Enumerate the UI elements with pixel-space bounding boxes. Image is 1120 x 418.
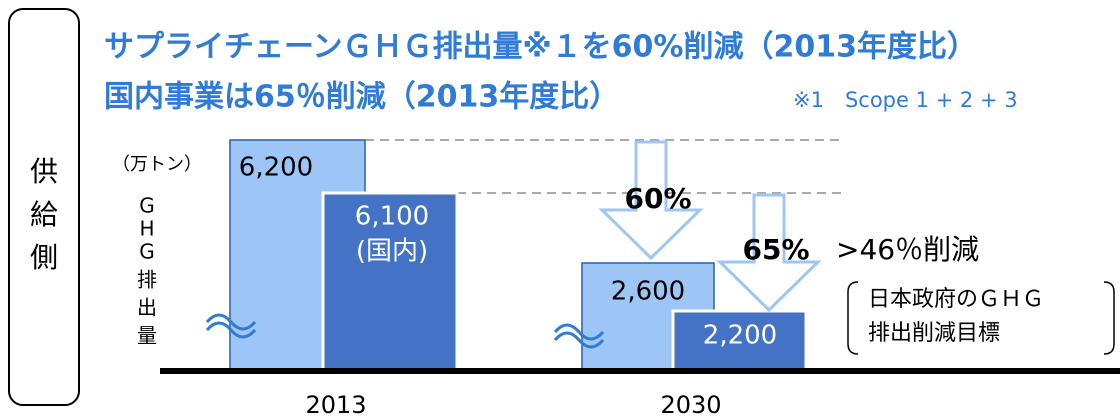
y-label: G H G 排 出 量 xyxy=(137,194,157,348)
target-note: 日本政府のＧＨＧ xyxy=(868,287,1044,312)
note: ※1 Scope 1 + 2 + 3 xyxy=(793,88,1018,112)
bracket xyxy=(1103,281,1115,355)
y-label-char: G xyxy=(139,240,155,264)
arrow xyxy=(716,193,822,313)
y-label-char: 排 xyxy=(137,268,157,292)
target: >46％削減 xyxy=(836,233,979,266)
bar-label: (国内) xyxy=(356,237,428,267)
break-mark xyxy=(205,313,257,339)
title: 国内事業は65％削減（2013年度比） xyxy=(104,80,619,115)
unit: （万トン） xyxy=(112,154,202,175)
bar-domestic xyxy=(671,309,808,372)
bar-label: 2,600 xyxy=(611,277,685,307)
bar-label: 6,100 xyxy=(355,202,429,232)
title: サプライチェーンＧＨＧ排出量※１を60%削減（2013年度比） xyxy=(104,30,977,65)
side-label: 供 xyxy=(30,155,58,188)
year-label: 2013 xyxy=(305,391,366,418)
arrow xyxy=(598,140,704,261)
side-label: 給 xyxy=(30,198,58,231)
y-label-char: 出 xyxy=(137,296,157,320)
target-note: 排出削減目標 xyxy=(868,321,1000,346)
side-box xyxy=(8,8,80,406)
bracket xyxy=(847,281,859,355)
y-label-char: 量 xyxy=(137,324,157,348)
y-label-char: G xyxy=(139,194,155,218)
side-label: 側 xyxy=(30,241,58,274)
reduction-label: 65% xyxy=(742,233,809,266)
y-label-char: H xyxy=(139,217,154,241)
reduction-label: 60% xyxy=(624,182,691,215)
bar-label: 2,200 xyxy=(703,321,777,351)
year-label: 2030 xyxy=(660,391,721,418)
bar-label: 6,200 xyxy=(239,153,313,183)
break-mark xyxy=(553,323,605,349)
